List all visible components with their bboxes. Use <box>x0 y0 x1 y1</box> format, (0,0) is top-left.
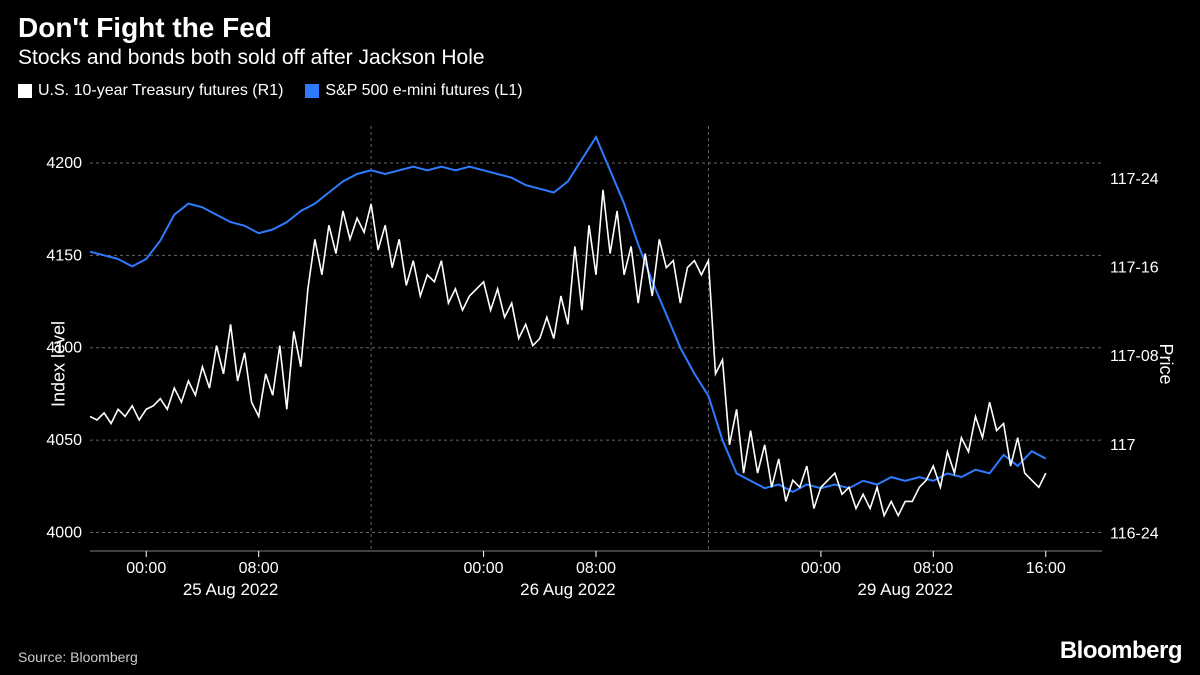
svg-text:4050: 4050 <box>46 432 82 449</box>
svg-text:117-16: 117-16 <box>1110 260 1159 277</box>
svg-text:16:00: 16:00 <box>1026 560 1066 577</box>
svg-text:117-08: 117-08 <box>1110 348 1159 365</box>
svg-text:29 Aug 2022: 29 Aug 2022 <box>857 580 952 599</box>
svg-text:00:00: 00:00 <box>464 560 504 577</box>
svg-text:08:00: 08:00 <box>239 560 279 577</box>
legend-item-sp500: S&P 500 e-mini futures (L1) <box>305 82 522 100</box>
footer: Source: Bloomberg Bloomberg <box>18 637 1182 665</box>
legend-swatch-treasury <box>18 84 32 98</box>
legend-label-sp500: S&P 500 e-mini futures (L1) <box>325 82 522 100</box>
svg-text:4200: 4200 <box>46 155 82 172</box>
svg-text:08:00: 08:00 <box>576 560 616 577</box>
source-text: Source: Bloomberg <box>18 649 138 665</box>
svg-text:26 Aug 2022: 26 Aug 2022 <box>520 580 615 599</box>
svg-text:117: 117 <box>1110 437 1136 454</box>
svg-text:4000: 4000 <box>46 525 82 542</box>
left-axis-label: Index level <box>49 320 70 406</box>
svg-text:00:00: 00:00 <box>801 560 841 577</box>
legend-label-treasury: U.S. 10-year Treasury futures (R1) <box>38 82 283 100</box>
svg-text:116-24: 116-24 <box>1110 525 1159 542</box>
chart-subtitle: Stocks and bonds both sold off after Jac… <box>0 46 1200 78</box>
legend-item-treasury: U.S. 10-year Treasury futures (R1) <box>18 82 283 100</box>
chart-area: Index level Price 4000405041004150420011… <box>18 116 1182 611</box>
svg-text:00:00: 00:00 <box>126 560 166 577</box>
chart-title: Don't Fight the Fed <box>0 0 1200 46</box>
right-axis-label: Price <box>1155 343 1176 384</box>
chart-svg: 40004050410041504200116-24117117-08117-1… <box>18 116 1182 611</box>
svg-text:08:00: 08:00 <box>913 560 953 577</box>
brand-logo: Bloomberg <box>1060 637 1182 665</box>
svg-text:25 Aug 2022: 25 Aug 2022 <box>183 580 278 599</box>
svg-text:117-24: 117-24 <box>1110 171 1159 188</box>
svg-text:4150: 4150 <box>46 247 82 264</box>
legend: U.S. 10-year Treasury futures (R1) S&P 5… <box>0 78 1200 106</box>
legend-swatch-sp500 <box>305 84 319 98</box>
